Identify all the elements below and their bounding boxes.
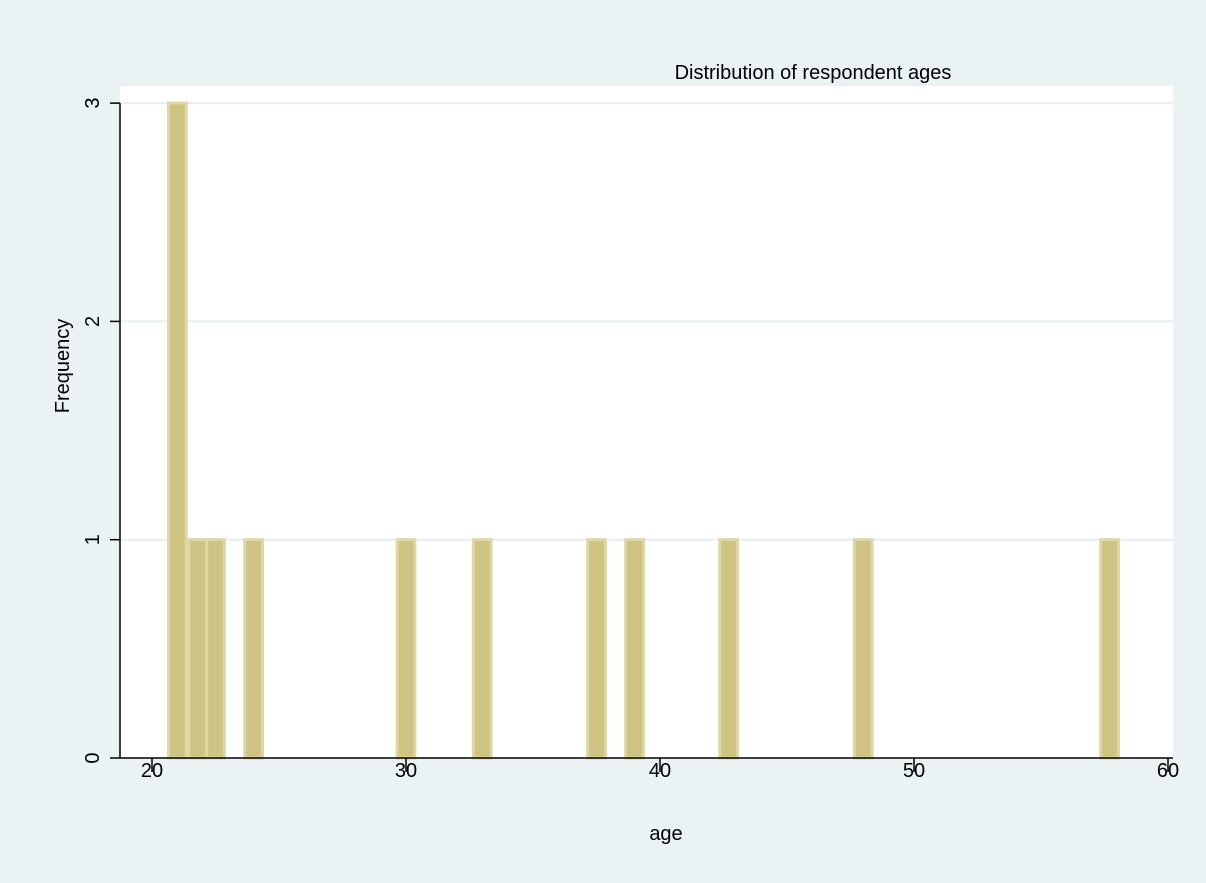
histogram-bar (471, 538, 493, 760)
histogram-bar (187, 538, 209, 760)
x-axis-label: age (649, 823, 682, 845)
histogram-bar (624, 538, 645, 760)
x-tick-label: 60 (1157, 760, 1179, 782)
y-tick-label: 3 (82, 98, 104, 109)
x-tick-label: 50 (903, 760, 925, 782)
y-axis-label: Frequency (52, 319, 74, 414)
x-tick-label: 20 (141, 760, 163, 782)
histogram-bar (205, 538, 226, 760)
y-tick-label: 0 (82, 752, 104, 763)
x-tick-label: 30 (395, 760, 417, 782)
histogram-bar (1099, 538, 1120, 760)
plot-area (120, 86, 1173, 758)
histogram-bar (243, 538, 264, 760)
histogram-bar (718, 538, 739, 760)
histogram-bar (852, 538, 874, 760)
axes: 0 1 2 3 20 30 40 50 60 (82, 98, 1179, 782)
histogram-bar (167, 101, 188, 760)
y-tick-label: 1 (82, 534, 104, 545)
histogram-bar (395, 538, 417, 760)
chart-title: Distribution of respondent ages (675, 62, 952, 84)
y-tick-label: 2 (82, 316, 104, 327)
gridlines (120, 102, 1173, 541)
histogram-bar (586, 538, 607, 760)
x-tick-label: 40 (649, 760, 671, 782)
